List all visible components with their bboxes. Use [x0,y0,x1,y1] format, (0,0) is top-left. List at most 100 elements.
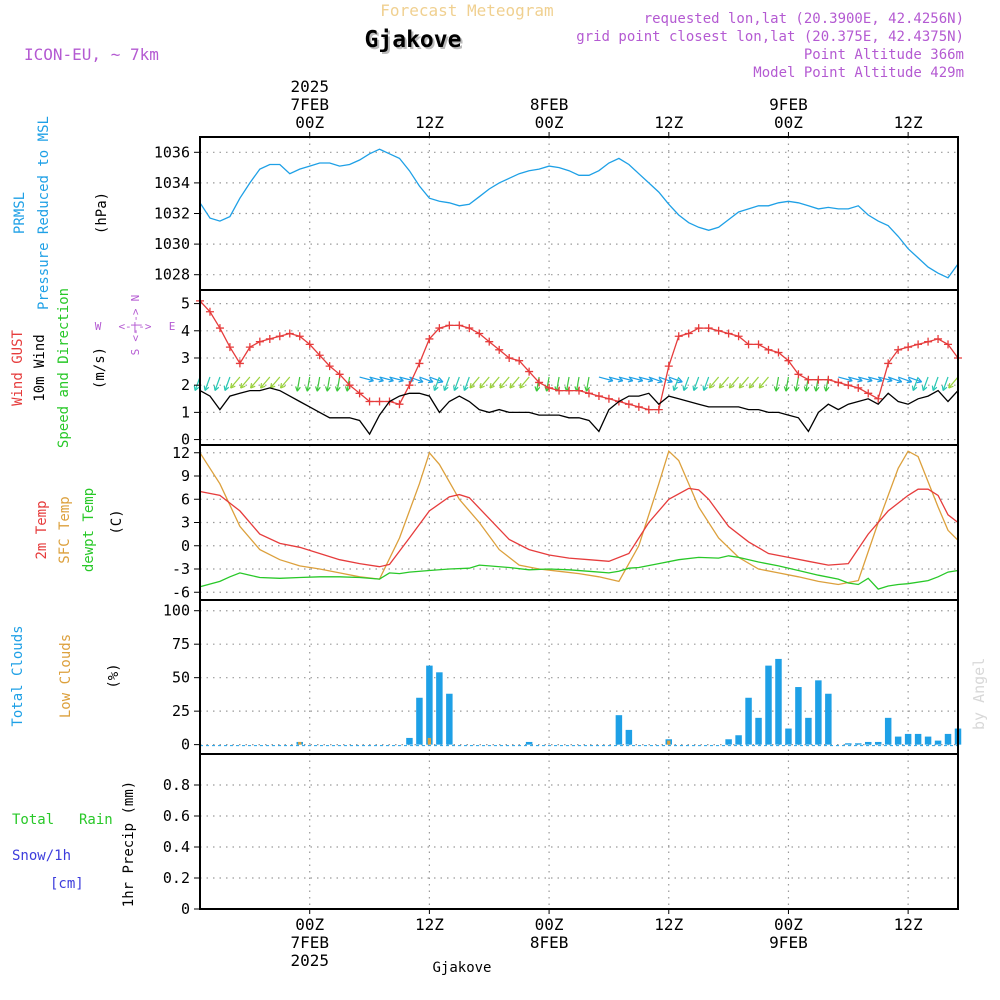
wind-arrow-head [948,383,954,389]
wind-arrow-head [823,386,830,392]
cloud-labels: Total Clouds Low Clouds (%) [10,625,122,726]
wind-arrow-head [479,383,485,389]
y-tick-label: 3 [181,349,190,367]
gust-marker [644,405,653,414]
y-tick-label: 1036 [154,143,190,161]
total-cloud-bar [825,693,832,745]
gust-marker [734,332,743,341]
sfc-temp-line [199,450,959,586]
gust-label: Wind GUST [10,330,26,406]
gust-marker [834,378,843,387]
y-tick-label: 6 [181,490,190,508]
wind-arrow [838,376,853,382]
gust-marker [575,386,583,395]
total-clouds-label: Total Clouds [10,625,26,726]
wind-arrow [509,376,520,389]
gust-marker [624,400,633,409]
y-tick-label: 12 [172,444,190,462]
total-cloud-bar [855,743,862,745]
gust-marker [864,389,873,398]
wind-arrow-head [499,383,505,389]
wind-arrow-head [682,385,688,391]
gust-marker [934,334,943,343]
wind-arrow-head [708,383,715,389]
gust-marker [535,378,544,387]
y-tick-label: 3 [181,514,190,532]
total-cloud-bar [864,741,872,745]
wind-arrow-head [223,385,230,391]
compass-s: S [129,349,142,356]
wind-arrow [628,376,643,382]
low-cloud-bar [298,741,302,745]
wind-arrow-head [793,386,800,392]
top-time-label: 00Z [295,113,324,132]
gust-marker [365,397,374,406]
wind-arrow-head [295,386,301,392]
gust-marker [495,345,504,354]
wind-arrow [703,376,710,391]
bottom-time-label: 00Z [535,915,564,934]
gust-marker [375,397,384,406]
wind-arrow [948,376,959,389]
top-time-label: 2025 [290,77,329,96]
grid-layer [200,137,958,910]
wind-arrow-head [584,386,591,392]
bottom-time-label: 8FEB [530,933,569,952]
gust-marker [774,348,783,357]
wind-arrow-head [417,377,424,384]
wind-arrow-head [677,377,683,384]
y-tick-label: 9 [181,467,190,485]
wind-arrow-head [916,377,923,384]
precip-labels: Total Rain Snow/1h [cm] 1hr Precip (mm) [12,781,137,907]
gust-marker [225,343,234,352]
snow-unit-label: [cm] [50,876,84,892]
y-tick-label: 2 [181,376,190,394]
gust-marker [235,359,244,368]
gust-marker [894,345,903,354]
dewpt-label: dewpt Temp [81,488,97,572]
wind-arrow-head [748,383,755,389]
gust-marker [904,343,913,352]
wind-arrow-head [783,386,790,392]
wind-arrow [575,376,580,392]
wind-arrow [922,376,929,391]
wind-arrow-head [443,385,449,391]
panel-frame-wind [199,289,959,446]
gust-marker [215,324,224,333]
wind-arrow-head [437,377,444,384]
wind-arrow [214,376,221,391]
total-cloud-bar [775,658,782,745]
gust-marker [465,324,474,333]
gust-marker [694,324,703,333]
wind-arrow [668,376,683,383]
compass-n: N [129,295,142,302]
wind-arrow [858,376,873,382]
wind-arrow [907,376,922,383]
temp-labels: 2m Temp SFC Temp dewpt Temp (C) [34,488,125,572]
tsfc-label: SFC Temp [57,496,73,563]
bottom-time-label: 7FEB [290,933,329,952]
wind-arrow-head [728,383,735,389]
precip-unit: 1hr Precip (mm) [121,781,137,907]
top-time-label: 12Z [894,113,923,132]
total-cloud-bar [525,741,533,745]
location-title-front: Gjakove [365,27,462,53]
y-tick-label: 1028 [154,266,190,284]
requested-coords: requested lon,lat (20.3900E, 42.4256N) [644,11,964,27]
axis-layer: 10281030103210341036012345-6-30369120255… [154,77,923,970]
y-tick-label: -3 [172,560,190,578]
total-cloud-bar [795,687,802,745]
gust-marker [405,381,414,390]
wind-arrow-head [305,386,311,392]
wind-arrow-head [773,386,780,392]
wind-arrow [443,376,450,391]
wind-arrow [638,376,653,382]
wind-arrow-head [941,385,948,391]
wind-arrow [758,376,769,389]
low-clouds-label: Low Clouds [58,634,74,718]
wind-arrow [519,376,530,389]
total-cloud-bar [944,733,952,745]
gust-marker [944,340,953,349]
bottom-time-label: 00Z [774,915,803,934]
